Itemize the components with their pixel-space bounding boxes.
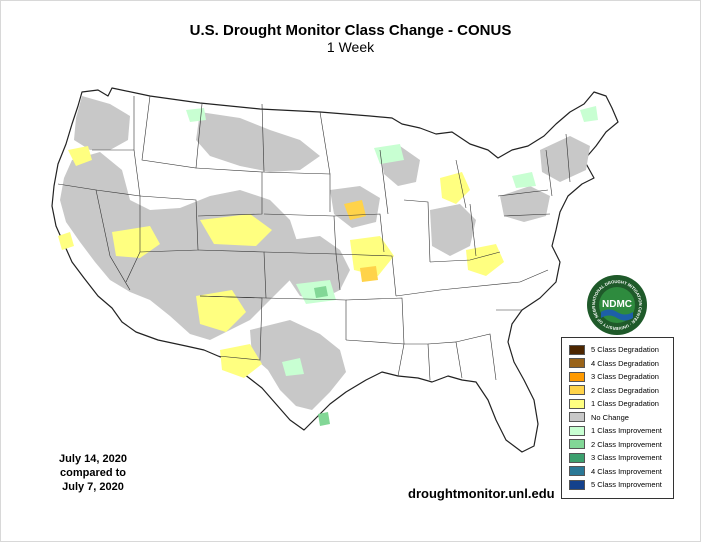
legend-swatch <box>569 439 585 450</box>
no-change-northeast <box>500 186 550 222</box>
legend-swatch <box>569 425 585 436</box>
improvement-texas <box>282 358 304 376</box>
legend-label: 5 Class Degradation <box>591 345 659 355</box>
legend-label: 3 Class Degradation <box>591 372 659 382</box>
degradation-colorado <box>200 214 272 246</box>
legend-label: 2 Class Improvement <box>591 439 662 449</box>
degradation-california <box>58 232 74 250</box>
previous-date: July 7, 2020 <box>62 481 124 493</box>
legend-item: 5 Class Degradation <box>569 343 673 357</box>
degradation-oregon <box>68 146 92 166</box>
legend-swatch <box>569 371 585 382</box>
ndmc-logo-icon: NATIONAL DROUGHT MITIGATION CENTER · UNI… <box>586 274 647 335</box>
degradation-great-basin <box>112 226 160 258</box>
legend-swatch <box>569 466 585 477</box>
improvement-newengland <box>580 106 598 122</box>
legend-item: 4 Class Degradation <box>569 357 673 371</box>
legend-label: 1 Class Improvement <box>591 426 662 436</box>
current-date: July 14, 2020 <box>59 453 127 465</box>
logo-center-text: NDMC <box>602 299 632 310</box>
legend-item: 1 Class Degradation <box>569 397 673 411</box>
legend-label: 3 Class Improvement <box>591 453 662 463</box>
improvement2-texas <box>318 412 330 426</box>
website-label: droughtmonitor.unl.edu <box>408 486 555 501</box>
legend-label: 4 Class Improvement <box>591 466 662 476</box>
degradation-southwest <box>196 290 246 332</box>
no-change-newengland <box>540 136 590 182</box>
legend-item: No Change <box>569 411 673 425</box>
degradation2-kansas <box>360 266 378 282</box>
improvement-2-regions <box>314 286 330 426</box>
legend-item: 4 Class Improvement <box>569 465 673 479</box>
legend-label: 1 Class Degradation <box>591 399 659 409</box>
date-block: July 14, 2020 compared to July 7, 2020 <box>38 452 148 494</box>
improvement-dakota <box>374 144 404 164</box>
no-change-ohio <box>430 204 476 256</box>
legend-item: 2 Class Improvement <box>569 438 673 452</box>
degradation-newmexico <box>220 344 262 378</box>
legend-swatch <box>569 385 585 396</box>
improvement2-oklahoma <box>314 286 328 298</box>
legend-item: 3 Class Improvement <box>569 451 673 465</box>
legend-label: 4 Class Degradation <box>591 358 659 368</box>
no-change-west <box>60 152 300 340</box>
legend-swatch <box>569 398 585 409</box>
legend-box: 5 Class Degradation 4 Class Degradation 3 … <box>561 337 674 499</box>
legend-swatch <box>569 479 585 490</box>
legend-swatch <box>569 344 585 355</box>
state-boundaries <box>57 95 571 381</box>
legend-swatch <box>569 358 585 369</box>
legend-item: 1 Class Improvement <box>569 424 673 438</box>
no-change-north <box>196 112 320 172</box>
legend-swatch <box>569 412 585 423</box>
improvement-ny <box>512 172 536 188</box>
legend-item: 2 Class Degradation <box>569 384 673 398</box>
map-subtitle: 1 Week <box>326 39 375 55</box>
no-change-northwest <box>74 96 130 150</box>
legend-label: No Change <box>591 412 629 422</box>
degradation-midwest <box>350 236 394 276</box>
compared-to-label: compared to <box>59 467 126 479</box>
degradation-michigan <box>440 172 470 204</box>
map-title: U.S. Drought Monitor Class Change - CONU… <box>189 22 512 39</box>
legend-swatch <box>569 452 585 463</box>
degradation-1-regions <box>58 146 504 378</box>
legend-item: 5 Class Improvement <box>569 478 673 492</box>
legend-label: 5 Class Improvement <box>591 480 662 490</box>
legend-label: 2 Class Degradation <box>591 385 659 395</box>
legend-item: 3 Class Degradation <box>569 370 673 384</box>
